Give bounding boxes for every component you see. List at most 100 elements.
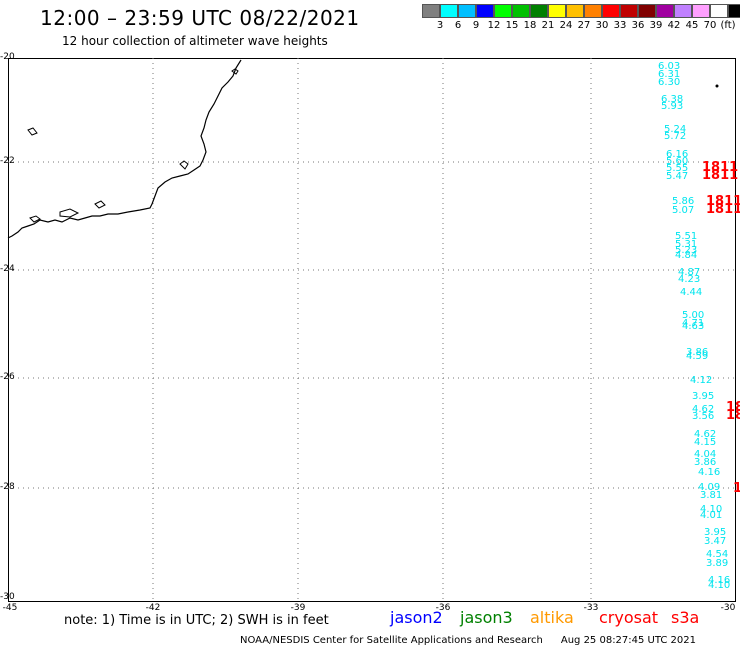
wave-height-value: 4.15 — [694, 437, 717, 448]
color-scale-legend — [422, 4, 740, 18]
legend-swatch — [692, 4, 710, 18]
legend-label: 6 — [454, 20, 462, 31]
generated-timestamp: Aug 25 08:27:45 UTC 2021 — [560, 635, 697, 646]
legend-swatch — [620, 4, 638, 18]
legend-swatch — [566, 4, 584, 18]
wave-height-value: 3.86 — [686, 347, 709, 358]
wave-height-value: 3.81 — [700, 490, 723, 501]
lon-label: -30 — [720, 603, 736, 613]
legend-label: 33 — [613, 20, 627, 31]
wave-height-value: 5.72 — [664, 131, 687, 142]
wave-height-value-high: 18 — [726, 400, 740, 415]
lat-label: -28 — [0, 482, 15, 492]
wave-height-value: 4.44 — [680, 287, 703, 298]
wave-height-value-high: 1811 — [706, 202, 740, 217]
legend-swatch — [656, 4, 674, 18]
legend-swatch — [512, 4, 530, 18]
legend-label: 70 — [703, 20, 717, 31]
legend-label: 21 — [541, 20, 555, 31]
wave-height-value: 4.59 — [686, 351, 709, 362]
wave-height-value: 4.12 — [690, 375, 713, 386]
wave-height-value: 4.10 — [708, 580, 731, 591]
legend-swatch — [422, 4, 440, 18]
wave-height-value: 4.87 — [678, 267, 701, 278]
wave-height-value-high: 1811 — [706, 194, 740, 209]
legend-swatch — [710, 4, 728, 18]
wave-height-value-high: 1 — [733, 481, 740, 496]
lat-label: -30 — [0, 592, 15, 602]
legend-swatch — [584, 4, 602, 18]
lat-label: -20 — [0, 52, 15, 62]
wave-height-value-high: 1811 — [702, 168, 739, 183]
satellite-jason2: jason2 — [390, 608, 443, 627]
color-scale-labels: 3 6 9 12 15 18 21 24 27 30 33 36 39 42 45 70 (ft) — [422, 20, 740, 34]
wave-height-value: 3.47 — [704, 536, 727, 547]
island — [29, 215, 41, 223]
satellite-s3a: s3a — [671, 608, 700, 627]
legend-label: 12 — [487, 20, 501, 31]
island — [94, 200, 106, 209]
map-subtitle: 12 hour collection of altimeter wave hei… — [62, 34, 328, 48]
wave-height-value: 4.23 — [678, 274, 701, 285]
legend-swatch — [674, 4, 692, 18]
legend-label: (ft) — [720, 20, 736, 31]
lat-label: -24 — [0, 264, 15, 274]
legend-swatch — [728, 4, 740, 18]
legend-label: 9 — [472, 20, 480, 31]
legend-label: 30 — [595, 20, 609, 31]
wave-height-value: 6.16 — [666, 149, 689, 160]
legend-label: 18 — [523, 20, 537, 31]
wave-height-value: 5.23 — [675, 245, 698, 256]
wave-height-value: 4.54 — [706, 549, 729, 560]
legend-label: 3 — [436, 20, 444, 31]
wave-height-value-high: 18 — [726, 408, 740, 423]
legend-swatch — [440, 4, 458, 18]
wave-height-value: 5.47 — [666, 171, 689, 182]
wave-height-value: 4.04 — [694, 449, 717, 460]
legend-swatch — [494, 4, 512, 18]
legend-label: 36 — [631, 20, 645, 31]
lon-label: -33 — [583, 603, 599, 613]
wave-height-value: 4.84 — [675, 250, 698, 261]
wave-height-value: 5.24 — [664, 124, 687, 135]
coastline — [7, 59, 242, 239]
wave-height-value: 4.62 — [694, 429, 717, 440]
wave-height-value: 4.01 — [700, 510, 723, 521]
legend-label: 24 — [559, 20, 573, 31]
lat-label: -22 — [0, 156, 15, 166]
data-point-dot — [715, 84, 719, 88]
wave-height-value: 4.16 — [698, 467, 721, 478]
wave-height-value: 5.00 — [682, 310, 705, 321]
wave-height-value: 3.95 — [692, 391, 715, 402]
satellite-cryosat: cryosat — [599, 608, 659, 627]
wave-height-value: 6.30 — [658, 77, 681, 88]
satellite-jason3: jason3 — [460, 608, 513, 627]
legend-label: 45 — [685, 20, 699, 31]
wave-height-value: 3.56 — [692, 411, 715, 422]
island — [59, 208, 80, 218]
wave-height-value: 4.62 — [692, 404, 715, 415]
satellite-altika: altika — [530, 608, 574, 627]
lat-label: -26 — [0, 372, 15, 382]
wave-height-value: 4.10 — [700, 504, 723, 515]
wave-height-value: 4.71 — [682, 318, 705, 329]
map-title: 12:00 – 23:59 UTC 08/22/2021 — [40, 6, 360, 30]
legend-swatch — [458, 4, 476, 18]
wave-height-value: 5.86 — [672, 196, 695, 207]
wave-height-value: 6.31 — [658, 69, 681, 80]
wave-height-value: 5.55 — [666, 163, 689, 174]
legend-label: 15 — [505, 20, 519, 31]
graticule — [8, 58, 736, 602]
wave-height-value: 5.51 — [675, 231, 698, 242]
wave-height-value: 5.60 — [666, 156, 689, 167]
wave-height-value-high: 1811 — [702, 160, 739, 175]
wave-height-value: 4.63 — [682, 321, 705, 332]
legend-swatch — [548, 4, 566, 18]
legend-label: 39 — [649, 20, 663, 31]
wave-height-value: 6.38 — [661, 94, 684, 105]
legend-swatch — [602, 4, 620, 18]
island — [179, 160, 189, 170]
wave-height-value: 4.09 — [698, 482, 721, 493]
legend-label: 27 — [577, 20, 591, 31]
lon-label: -39 — [290, 603, 306, 613]
